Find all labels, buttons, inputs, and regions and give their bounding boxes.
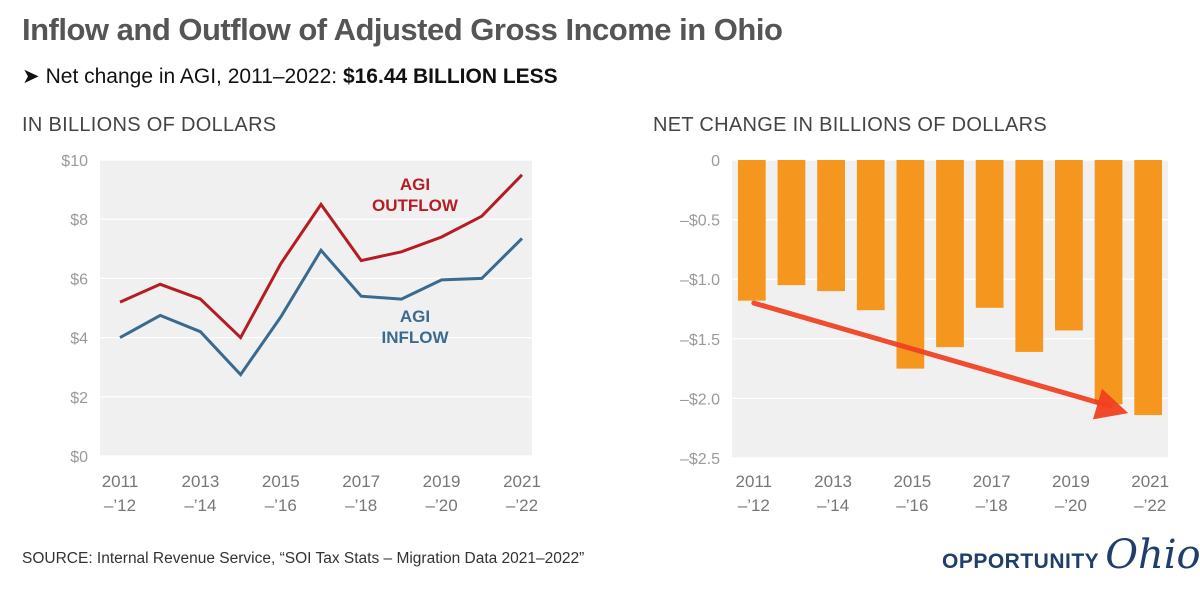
series-line: [119, 173, 524, 341]
bullet-arrow-icon: ➤: [22, 65, 40, 88]
logo-word-opportunity: OPPORTUNITY: [942, 550, 1100, 573]
y-tick-label: $6: [70, 271, 88, 288]
series-label: AGI: [400, 307, 430, 326]
x-tick-label: –’22: [1134, 496, 1166, 515]
y-tick-label: –$0.5: [680, 213, 720, 230]
x-tick-label: –’16: [265, 496, 297, 515]
subtitle-value: $16.44 BILLION LESS: [342, 65, 558, 88]
x-tick-label: –’16: [896, 496, 928, 515]
series-label: AGI: [400, 175, 430, 194]
bar: [1055, 160, 1083, 331]
x-tick-label: 2021: [503, 472, 541, 491]
x-tick-label: –’22: [506, 496, 538, 515]
x-tick-label: 2019: [1052, 472, 1090, 491]
x-tick-label: –’18: [976, 496, 1008, 515]
series-label: INFLOW: [381, 328, 449, 347]
left-chart-unit-label: IN BILLIONS OF DOLLARS: [22, 114, 277, 136]
bar: [817, 160, 845, 292]
x-tick-label: 2013: [181, 472, 219, 491]
source-note: SOURCE: Internal Revenue Service, “SOI T…: [22, 550, 585, 567]
bar: [777, 160, 806, 286]
bar: [737, 160, 766, 301]
series-line: [119, 237, 524, 377]
y-tick-label: $4: [70, 331, 88, 348]
y-tick-label: $0: [70, 449, 88, 466]
agi-line-chart: $0 $2 $4 $6 $8 $10 2011 –’12 2013 –’14 2015 –’16 201…: [61, 153, 541, 515]
bar: [1094, 160, 1123, 405]
y-tick-label: –$1.0: [680, 272, 720, 289]
x-tick-label: 2015: [893, 472, 931, 491]
y-tick-label: $10: [61, 153, 88, 170]
opportunity-ohio-logo: OPPORTUNITY Ohio: [942, 532, 1200, 578]
right-chart-unit-label: NET CHANGE IN BILLIONS OF DOLLARS: [653, 114, 1048, 136]
subtitle-text: Net change in AGI, 2011–2022:: [45, 65, 343, 88]
bar: [1134, 160, 1163, 416]
x-tick-label: –’14: [184, 496, 216, 515]
bar: [1015, 160, 1044, 352]
bar: [975, 160, 1004, 308]
subtitle: ➤ Net change in AGI, 2011–2022: $16.44 BI…: [22, 64, 558, 89]
x-tick-label: –’20: [426, 496, 458, 515]
trend-arrow: [751, 300, 1129, 420]
y-tick-label: –$2.5: [680, 451, 720, 468]
logo-word-ohio: Ohio: [1105, 532, 1200, 578]
bar: [856, 160, 885, 311]
x-tick-label: 2015: [262, 472, 300, 491]
y-tick-label: $2: [70, 390, 88, 407]
y-tick-label: $8: [70, 212, 88, 229]
x-tick-label: 2011: [102, 472, 139, 491]
page-title: Inflow and Outflow of Adjusted Gross Inc…: [22, 12, 783, 47]
x-tick-label: –’12: [738, 496, 770, 515]
x-tick-label: 2013: [814, 472, 852, 491]
bar: [896, 160, 925, 369]
y-tick-label: –$2.0: [680, 391, 720, 408]
x-tick-label: 2017: [342, 472, 380, 491]
x-tick-label: –’20: [1055, 496, 1087, 515]
x-tick-label: 2017: [973, 472, 1011, 491]
y-tick-label: –$1.5: [680, 332, 720, 349]
x-tick-label: 2019: [423, 472, 461, 491]
x-tick-label: –’18: [345, 496, 377, 515]
trend-arrow-head: [1092, 388, 1129, 420]
trend-arrow-shaft: [751, 300, 1113, 409]
y-tick-label: 0: [711, 153, 720, 170]
x-tick-label: 2011: [736, 472, 773, 491]
x-tick-label: –’14: [817, 496, 849, 515]
x-tick-label: 2021: [1131, 472, 1169, 491]
x-tick-label: –’12: [104, 496, 136, 515]
series-label: OUTFLOW: [372, 196, 459, 215]
bar: [936, 160, 964, 348]
net-change-bar-chart: 0 –$0.5 –$1.0 –$1.5 –$2.0 –$2.5 2011 –’12 2013 –’…: [680, 153, 1169, 515]
